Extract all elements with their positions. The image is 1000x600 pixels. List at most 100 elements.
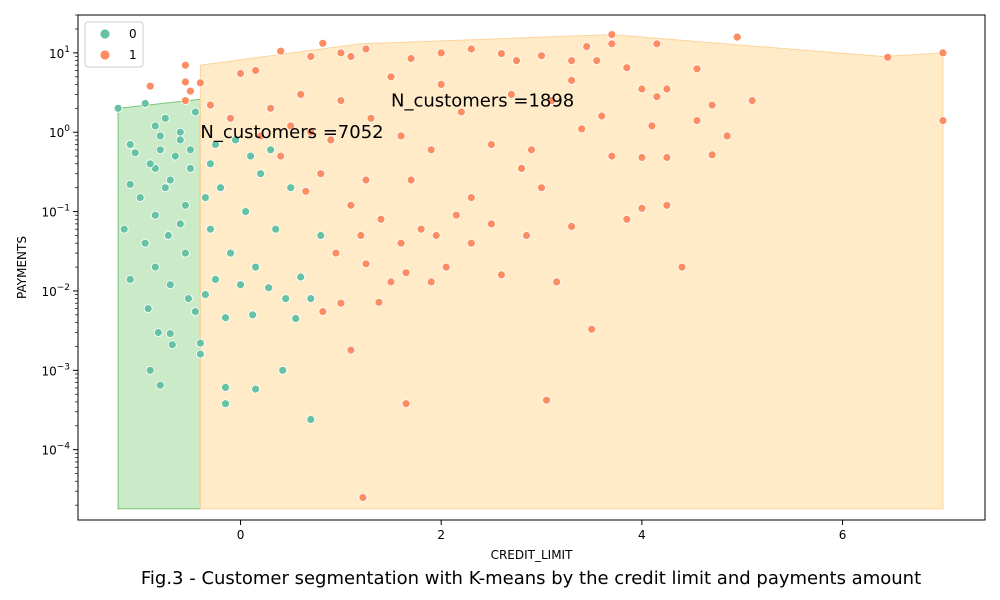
point-cluster-1 bbox=[296, 90, 306, 99]
point-cluster-0 bbox=[180, 248, 190, 258]
point-cluster-1 bbox=[180, 77, 190, 87]
point-cluster-0 bbox=[251, 262, 261, 272]
point-cluster-1 bbox=[205, 100, 215, 110]
point-cluster-0 bbox=[216, 183, 225, 193]
point-cluster-0 bbox=[125, 274, 135, 284]
point-cluster-1 bbox=[542, 395, 551, 405]
point-cluster-0 bbox=[211, 274, 220, 284]
point-cluster-1 bbox=[318, 307, 328, 317]
point-cluster-1 bbox=[637, 153, 647, 162]
point-cluster-0 bbox=[150, 262, 160, 272]
point-cluster-1 bbox=[451, 210, 461, 220]
scatter-points bbox=[113, 30, 948, 502]
legend-label-1: 1 bbox=[129, 48, 137, 62]
point-cluster-1 bbox=[374, 297, 384, 307]
point-cluster-0 bbox=[140, 238, 150, 248]
point-cluster-0 bbox=[286, 183, 296, 193]
point-cluster-1 bbox=[276, 151, 286, 161]
point-cluster-0 bbox=[205, 159, 215, 169]
point-cluster-1 bbox=[677, 262, 687, 272]
point-cluster-1 bbox=[707, 100, 717, 110]
point-cluster-1 bbox=[527, 145, 536, 155]
point-cluster-1 bbox=[386, 72, 396, 82]
point-cluster-0 bbox=[183, 294, 193, 304]
point-cluster-1 bbox=[456, 107, 466, 117]
cluster-count-annotation: N_customers =1898 bbox=[391, 91, 574, 112]
point-cluster-0 bbox=[221, 382, 230, 392]
cluster-1-area bbox=[199, 34, 944, 510]
point-cluster-0 bbox=[211, 140, 220, 149]
point-cluster-1 bbox=[517, 163, 526, 173]
point-cluster-0 bbox=[246, 151, 256, 161]
point-cluster-0 bbox=[175, 135, 185, 145]
point-cluster-1 bbox=[577, 124, 587, 134]
point-cluster-1 bbox=[512, 56, 521, 65]
point-cluster-0 bbox=[190, 107, 200, 117]
point-cluster-1 bbox=[652, 92, 662, 102]
point-cluster-1 bbox=[662, 200, 672, 210]
y-tick-label: 10−1 bbox=[41, 204, 70, 220]
point-cluster-0 bbox=[221, 399, 230, 409]
x-axis: 0 2 4 6 bbox=[237, 520, 847, 542]
annotations: N_customers =7052 N_customers =1898 bbox=[200, 91, 574, 143]
point-cluster-1 bbox=[496, 49, 506, 58]
point-cluster-0 bbox=[163, 231, 173, 240]
point-cluster-0 bbox=[125, 179, 135, 189]
point-cluster-1 bbox=[180, 60, 190, 70]
point-cluster-1 bbox=[587, 324, 597, 334]
point-cluster-0 bbox=[256, 169, 266, 179]
point-cluster-1 bbox=[436, 48, 446, 58]
point-cluster-0 bbox=[160, 113, 170, 123]
point-cluster-0 bbox=[195, 338, 205, 348]
point-cluster-1 bbox=[637, 203, 647, 213]
point-cluster-1 bbox=[276, 46, 286, 56]
point-cluster-1 bbox=[607, 30, 617, 39]
legend-marker-1 bbox=[99, 49, 111, 61]
point-cluster-1 bbox=[401, 268, 411, 278]
point-cluster-1 bbox=[496, 270, 506, 280]
point-cluster-0 bbox=[155, 145, 165, 155]
x-tick-label: 4 bbox=[638, 528, 646, 542]
point-cluster-0 bbox=[278, 365, 288, 375]
point-cluster-1 bbox=[301, 186, 311, 196]
point-cluster-1 bbox=[366, 113, 376, 123]
point-cluster-0 bbox=[281, 294, 291, 304]
point-cluster-0 bbox=[130, 148, 140, 158]
point-cluster-0 bbox=[296, 272, 306, 282]
point-cluster-1 bbox=[396, 131, 406, 141]
point-cluster-1 bbox=[547, 96, 556, 105]
point-cluster-1 bbox=[185, 86, 195, 96]
x-tick-label: 6 bbox=[839, 528, 847, 542]
legend-box bbox=[84, 21, 144, 68]
point-cluster-1 bbox=[537, 51, 546, 61]
point-cluster-1 bbox=[251, 66, 261, 75]
point-cluster-0 bbox=[264, 283, 274, 293]
point-cluster-1 bbox=[662, 153, 672, 162]
legend: 01 bbox=[84, 21, 144, 68]
point-cluster-1 bbox=[552, 277, 561, 287]
point-cluster-1 bbox=[747, 96, 757, 105]
point-cluster-0 bbox=[226, 248, 235, 258]
point-cluster-1 bbox=[180, 96, 190, 105]
point-cluster-0 bbox=[155, 380, 165, 390]
y-tick-label: 10−3 bbox=[41, 362, 70, 378]
point-cluster-1 bbox=[607, 151, 617, 161]
point-cluster-1 bbox=[346, 200, 356, 210]
x-tick-label: 2 bbox=[437, 528, 445, 542]
point-cluster-1 bbox=[466, 238, 476, 248]
point-cluster-0 bbox=[119, 224, 129, 234]
point-cluster-0 bbox=[140, 99, 150, 108]
point-cluster-1 bbox=[938, 48, 948, 58]
point-cluster-0 bbox=[170, 151, 180, 161]
point-cluster-1 bbox=[622, 63, 632, 73]
point-cluster-1 bbox=[226, 113, 235, 123]
point-cluster-1 bbox=[386, 277, 396, 287]
point-cluster-0 bbox=[153, 328, 163, 337]
point-cluster-1 bbox=[522, 231, 531, 240]
x-axis-label: CREDIT_LIMIT bbox=[491, 548, 574, 562]
point-cluster-1 bbox=[336, 96, 346, 105]
point-cluster-0 bbox=[167, 340, 177, 350]
point-cluster-0 bbox=[180, 200, 190, 210]
point-cluster-1 bbox=[607, 39, 617, 49]
point-cluster-1 bbox=[401, 399, 411, 409]
